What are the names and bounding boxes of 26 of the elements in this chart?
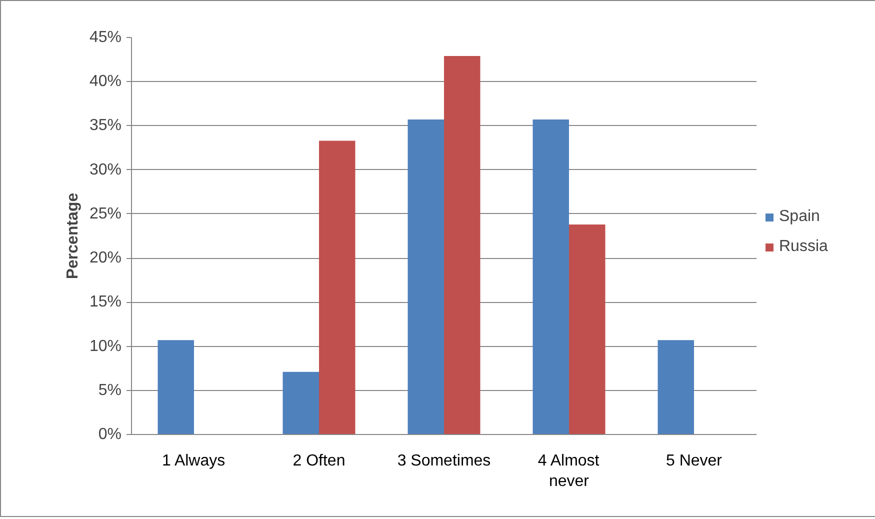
y-tick-label: 10% [89, 338, 122, 355]
bar [569, 224, 606, 434]
x-tick-label: 3 Sometimes [397, 452, 491, 470]
bar [282, 372, 319, 434]
x-tick-label: 1 Always [162, 452, 226, 470]
bar [408, 120, 444, 434]
y-tick-label: 5% [98, 382, 122, 399]
x-tick-label: 2 Often [292, 452, 346, 470]
y-tick-label: 20% [89, 250, 122, 267]
x-tick-label: 4 Almost never [538, 452, 600, 490]
bar [658, 340, 694, 434]
bar [444, 56, 480, 434]
y-tick-label: 0% [98, 426, 122, 443]
y-tick-label: 40% [89, 73, 122, 90]
bar [319, 140, 356, 434]
y-tick-label: 35% [89, 117, 122, 134]
y-tick-label: 25% [89, 205, 122, 222]
y-tick-label: 45% [89, 29, 122, 46]
bar [158, 340, 194, 434]
y-tick-label: 15% [89, 294, 122, 311]
x-tick-label: 5 Never [666, 452, 723, 470]
bar [532, 120, 569, 434]
legend-label: Spain [779, 208, 821, 226]
y-axis-title: Percentage [64, 192, 82, 280]
y-tick-label: 30% [89, 161, 122, 178]
legend-label: Russia [779, 238, 829, 256]
